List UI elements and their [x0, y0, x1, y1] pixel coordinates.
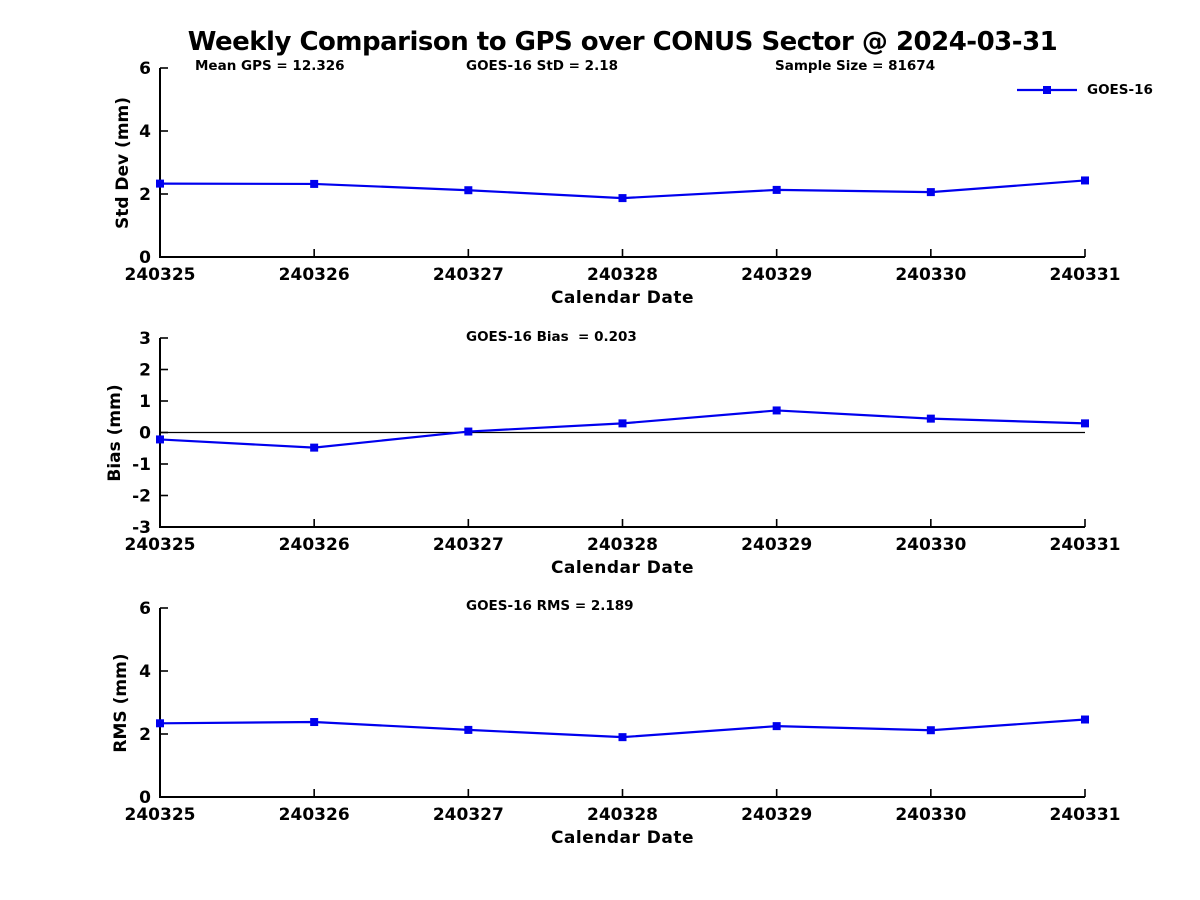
data-point-marker [310, 718, 319, 727]
data-point-marker [618, 419, 627, 428]
data-point-marker [618, 733, 627, 742]
rms-subplot: 0 2 4 6 240325 240326 240327 240328 240329 240330… [125, 599, 1121, 825]
y-tick-label: -2 [132, 487, 151, 507]
y-tick-label: 4 [139, 662, 151, 682]
x-tick-label: 240330 [895, 805, 966, 825]
y-tick-label: 3 [139, 329, 151, 349]
x-tick-label: 240325 [125, 265, 196, 285]
figure-title: Weekly Comparison to GPS over CONUS Sect… [187, 27, 1058, 57]
bias-x-axis-label: Calendar Date [550, 558, 695, 578]
data-point-marker [156, 179, 164, 188]
x-tick-label: 240328 [587, 805, 658, 825]
y-tick-label: 4 [139, 122, 151, 142]
y-tick-label: 2 [139, 185, 151, 205]
data-point-marker [926, 414, 935, 423]
x-tick-label: 240329 [741, 535, 812, 555]
y-tick-label: 1 [139, 392, 151, 412]
std-dev-subplot: 0 2 4 6 240325 240326 240327 240328 240329 240330… [125, 59, 1121, 285]
x-tick-label: 240327 [433, 805, 504, 825]
sample-size-annotation: Sample Size = 81674 [775, 58, 936, 74]
bias-subplot: -3 -2 -1 0 1 2 3 240325 240326 240327 240328 240329… [125, 329, 1121, 555]
GOES-16-series-line [159, 409, 1086, 449]
stddev-x-axis-label: Calendar Date [550, 288, 695, 308]
data-point-marker [1081, 715, 1089, 724]
bias-annotation: GOES-16 Bias = 0.203 [466, 329, 637, 345]
y-tick-label: -3 [132, 518, 151, 538]
x-tick-label: 240331 [1050, 805, 1121, 825]
std-annotation: GOES-16 StD = 2.18 [466, 58, 618, 74]
x-tick-label: 240327 [433, 535, 504, 555]
x-tick-label: 240326 [279, 805, 350, 825]
y-tick-label: 0 [139, 788, 151, 808]
x-tick-label: 240326 [279, 535, 350, 555]
data-point-marker [464, 725, 473, 734]
data-point-marker [772, 722, 781, 731]
y-tick-label: 0 [139, 248, 151, 268]
x-tick-label: 240331 [1050, 265, 1121, 285]
data-point-marker [156, 435, 164, 444]
data-point-marker [926, 188, 935, 197]
data-point-marker [156, 719, 164, 728]
legend-marker-icon [1043, 86, 1051, 94]
x-tick-label: 240331 [1050, 535, 1121, 555]
x-tick-label: 240330 [895, 265, 966, 285]
data-point-marker [310, 443, 319, 452]
x-tick-label: 240325 [125, 535, 196, 555]
y-tick-label: 6 [139, 59, 151, 79]
x-tick-label: 240327 [433, 265, 504, 285]
y-tick-label: -1 [132, 455, 151, 475]
x-tick-label: 240326 [279, 265, 350, 285]
stddev-y-axis-label: Std Dev (mm) [113, 96, 133, 230]
data-point-marker [618, 194, 627, 203]
x-tick-label: 240325 [125, 805, 196, 825]
data-point-marker [310, 179, 319, 188]
bias-y-axis-label: Bias (mm) [105, 384, 125, 482]
data-point-marker [926, 726, 935, 735]
x-tick-label: 240328 [587, 535, 658, 555]
data-point-marker [464, 186, 473, 195]
data-point-marker [1081, 176, 1089, 185]
x-tick-label: 240329 [741, 265, 812, 285]
rms-annotation: GOES-16 RMS = 2.189 [466, 598, 634, 614]
x-tick-label: 240328 [587, 265, 658, 285]
legend-label: GOES-16 [1087, 82, 1153, 98]
mean-gps-annotation: Mean GPS = 12.326 [195, 58, 345, 74]
x-tick-label: 240329 [741, 805, 812, 825]
legend-line-sample [1017, 86, 1077, 94]
data-point-marker [772, 406, 781, 415]
data-point-marker [1081, 419, 1089, 428]
data-point-marker [464, 427, 473, 436]
rms-y-axis-label: RMS (mm) [111, 653, 131, 753]
rms-x-axis-label: Calendar Date [550, 828, 695, 848]
y-tick-label: 6 [139, 599, 151, 619]
data-point-marker [772, 185, 781, 194]
y-tick-label: 0 [139, 424, 151, 444]
y-tick-label: 2 [139, 725, 151, 745]
legend: GOES-16 [1015, 80, 1153, 100]
x-tick-label: 240330 [895, 535, 966, 555]
y-tick-label: 2 [139, 361, 151, 381]
